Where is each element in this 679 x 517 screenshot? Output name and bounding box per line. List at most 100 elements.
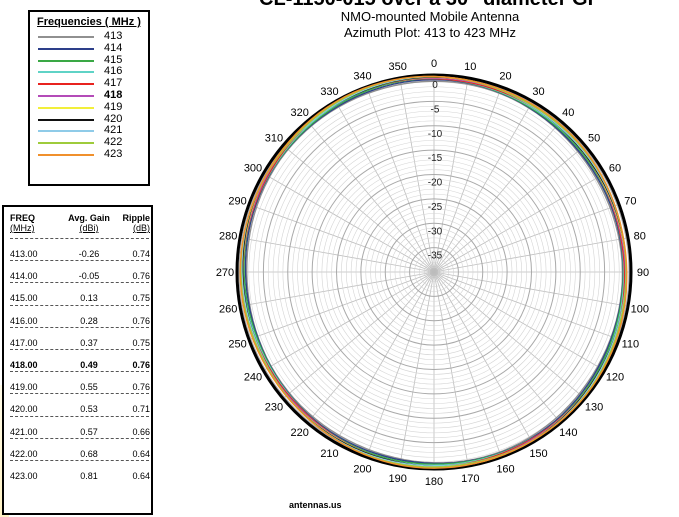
legend-item: 421 [30,125,148,137]
table-cell-ripple: 0.76 [132,271,150,282]
ring-grid-line [258,96,610,448]
legend-item: 420 [30,112,148,126]
legend-swatch [38,83,94,86]
series-trace-423 [239,75,628,469]
ring-grid-line [365,203,503,341]
legend-item: 423 [30,147,148,161]
table-cell-freq: 420.00 [10,404,38,415]
legend-label: 415 [104,53,123,66]
table-cell-gain: 0.53 [80,404,98,415]
legend-swatch [38,106,94,109]
legend-swatch [38,59,94,62]
legend-item: 416 [30,66,148,78]
table-cell-freq: 414.00 [10,271,38,282]
table-cell-freq: 419.00 [10,382,38,393]
ring-grid-line [262,100,606,444]
table-cell-gain: 0.55 [80,382,98,393]
legend-item: 414 [30,41,148,55]
radial-tick-label: -30 [428,226,443,237]
angle-tick-label: 300 [244,163,262,175]
subtitle: NMO-mounted Mobile Antenna [340,9,520,24]
legend-swatch [38,36,94,38]
ring-grid-line [370,208,498,336]
table-cell-gain: 0.37 [80,337,98,348]
gain-ripple-table: FREQ (MHz) Avg. Gain (dBi) Ripple (dB) 4… [2,205,153,515]
angle-tick-label: 280 [219,231,237,243]
ring-grid-line [316,154,552,390]
header-freq-unit: (MHz) [10,223,35,233]
frequency-legend: Frequencies ( MHz ) 413 414 415 416 417 418 41… [28,10,150,186]
table-cell-ripple: 0.76 [132,360,150,370]
radial-tick-label: -5 [431,104,440,115]
legend-label: 416 [104,65,123,78]
table-cell-freq: 416.00 [10,315,38,326]
ring-grid-line [267,105,601,439]
ring-grid-line [302,140,566,404]
ring-grid-line [360,198,508,346]
table-row-separator [10,238,149,239]
table-cell-ripple: 0.74 [132,249,150,259]
legend-label: 418 [104,88,123,101]
table-cell-freq: 422.00 [10,448,38,459]
legend-item: 422 [30,136,148,149]
angle-tick-label: 140 [559,427,577,439]
legend-label: 423 [104,147,123,160]
table-row-separator [10,304,149,306]
table-cell-freq: 415.00 [10,293,38,304]
table-row-separator [10,437,149,439]
table-row-separator [10,282,149,284]
ring-grid-line [297,135,571,409]
table-cell-ripple: 0.76 [132,315,150,326]
legend-label: 414 [104,41,123,54]
outer-ring [235,73,633,471]
legend-title: Frequencies ( MHz ) [37,16,141,28]
table-row-separator [10,460,149,461]
angle-tick-label: 250 [228,339,246,351]
ring-grid-line [384,222,484,322]
table-cell-freq: 413.00 [10,249,38,259]
table-cell-ripple: 0.75 [132,293,150,304]
header-gain-unit: (dBi) [79,223,99,233]
radial-tick-label: 0 [432,80,438,91]
legend-items: 413 414 415 416 417 418 419 420 421 422 423 [30,30,148,161]
angle-tick-label: 190 [389,473,407,485]
main-title: CL-1150-015 over a 30" diameter GP [250,0,610,11]
table-cell-gain: 0.28 [80,315,98,326]
ring-grid-line [282,120,586,424]
ring-grid-line [404,242,464,302]
ring-grid-line [399,237,469,307]
radial-tick-label: -15 [428,153,443,164]
angle-tick-label: 130 [585,401,603,413]
table-cell-gain: 0.81 [80,471,98,481]
table-cell-ripple: 0.76 [132,382,150,393]
angle-tick-label: 10 [464,61,476,73]
table-cell-gain: 0.57 [80,426,98,437]
table-cell-freq: 417.00 [10,337,38,348]
ring-grid-line [389,227,479,317]
ring-grid-line [248,86,620,458]
ring-grid-line [341,179,527,365]
ring-grid-line [380,218,488,326]
table-cell-ripple: 0.71 [132,404,150,415]
header-ripple-unit: (dB) [132,223,150,233]
legend-item: 418 [30,88,148,102]
plot-title: Azimuth Plot: 413 to 423 MHz [344,25,516,40]
legend-swatch [38,118,94,121]
ring-grid-line [355,193,513,351]
header-ripple-label: Ripple [122,213,150,223]
angle-tick-label: 120 [606,372,624,384]
header-gain-label: Avg. Gain [68,213,110,223]
legend-label: 420 [104,112,123,125]
legend-swatch [38,142,94,145]
radial-tick-label: -10 [428,129,443,140]
ring-grid-line [345,183,523,361]
ring-grid-line [272,110,596,434]
radial-tick-label: -25 [428,202,443,213]
ring-grid-line [375,213,493,331]
angle-tick-label: 40 [562,107,574,119]
table-cell-ripple: 0.75 [132,337,150,348]
angle-tick-label: 110 [622,339,640,351]
legend-label: 417 [104,77,123,90]
angle-tick-label: 320 [291,107,309,119]
angle-tick-label: 0 [431,58,437,70]
